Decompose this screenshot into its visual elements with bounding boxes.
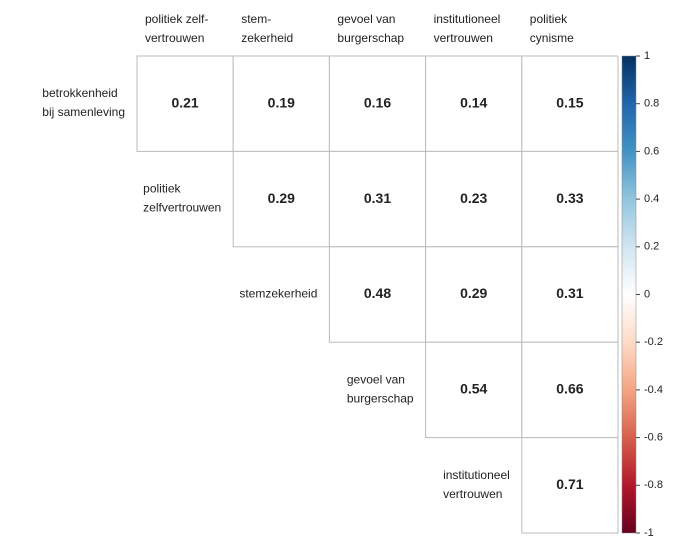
column-label: politiek cynisme [530,12,574,45]
column-label-line: institutioneel [434,12,501,26]
value-label: 0.66 [556,381,583,397]
row-label-line: institutioneel [443,468,510,482]
column-label-line: cynisme [530,31,574,45]
value-label: 0.15 [556,94,583,110]
row-label-line: stemzekerheid [239,287,317,301]
value-label: 0.33 [556,190,583,206]
colorbar-tick-label: -0.6 [644,432,663,444]
value-label: 0.16 [364,94,391,110]
column-label-line: politiek zelf- [145,12,208,26]
row-label-line: politiek [143,182,181,196]
value-label: 0.19 [268,94,295,110]
value-label: 0.14 [460,94,487,110]
column-label: stem-zekerheid [241,12,293,45]
row-label: stemzekerheid [239,287,317,301]
cell [521,437,619,534]
value-label: 0.71 [556,476,583,492]
row-label-line: zelfvertrouwen [143,201,221,215]
colorbar-tick-label: 0.6 [644,145,659,157]
column-label-line: burgerschap [337,31,404,45]
value-label: 0.31 [556,285,583,301]
cell [136,55,234,152]
row-label-line: bij samenleving [42,105,125,119]
value-label: 0.48 [364,285,391,301]
colorbar-tick-label: 0.8 [644,98,659,110]
cell [232,55,330,152]
colorbar-tick-label: 0 [644,288,650,300]
column-label-line: gevoel van [337,12,395,26]
colorbar-tick-label: -0.4 [644,384,663,396]
cell [328,55,427,152]
row-label: gevoel van burgerschap [347,373,414,406]
column-label-line: vertrouwen [145,31,204,45]
value-label: 0.31 [364,190,391,206]
colorbar [621,55,637,534]
column-label-line: vertrouwen [434,31,493,45]
colorbar-tick-label: 0.4 [644,193,659,205]
row-label-line: gevoel van [347,373,405,387]
row-label: betrokkenheid bij samenleving [42,86,125,119]
value-label: 0.21 [171,94,198,110]
value-label: 0.23 [460,190,487,206]
cell [328,246,427,343]
row-label-line: betrokkenheid [42,86,117,100]
colorbar-tick-label: -0.8 [644,479,663,491]
row-label-line: vertrouwen [443,487,502,501]
column-label-line: stem- [241,12,271,26]
cell [521,246,619,343]
cell [521,341,619,439]
cell [521,55,619,152]
cell [425,55,523,152]
column-label-line: zekerheid [241,31,293,45]
colorbar-tick-label: 0.2 [644,241,659,253]
colorbar-tick-label: 1 [644,50,650,62]
value-label: 0.29 [268,190,295,206]
column-label-line: politiek [530,12,568,26]
cell [425,341,523,439]
column-label: institutioneel vertrouwen [434,12,501,45]
cell [232,150,330,248]
colorbar-tick-label: -0.2 [644,336,663,348]
value-label: 0.29 [460,285,487,301]
cell [425,150,523,248]
row-label: institutioneel vertrouwen [443,468,510,501]
row-label: politiek zelfvertrouwen [143,182,221,215]
value-label: 0.54 [460,381,487,397]
row-label-line: burgerschap [347,392,414,406]
column-label: gevoel van burgerschap [337,12,404,45]
column-label: politiek zelf-vertrouwen [145,12,208,45]
colorbar-tick-label: -1 [644,527,654,539]
